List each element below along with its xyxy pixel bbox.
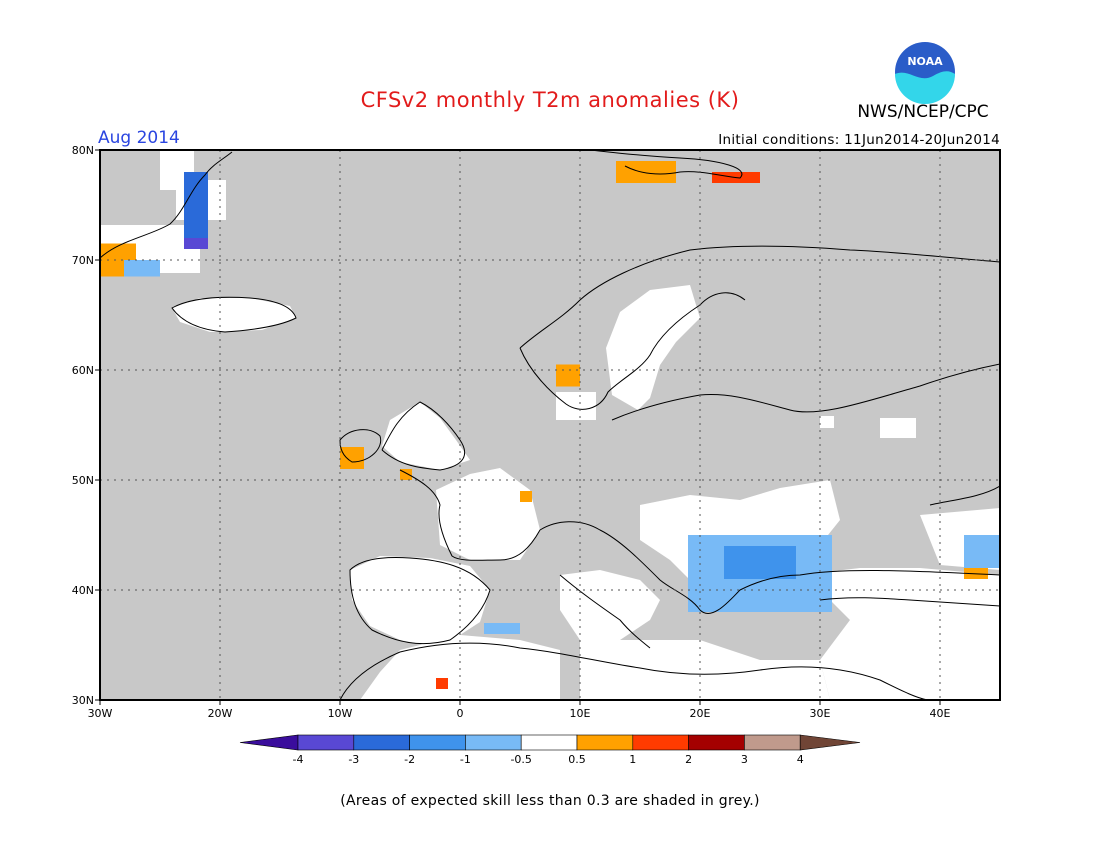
colorbar-tick-label: -0.5 [510, 753, 531, 766]
greenland-coast [100, 151, 233, 259]
anomaly-patch [520, 491, 532, 502]
italy-coast [559, 574, 651, 649]
svalbard-coast [589, 150, 743, 179]
anomaly-patch [184, 172, 208, 238]
colorbar-max-arrow [799, 734, 861, 751]
colorbar-box [465, 734, 522, 751]
colorbar-tick-label: -2 [404, 753, 415, 766]
lat-tick-label: 70N [72, 254, 94, 267]
colorbar-tick-label: 1 [629, 753, 636, 766]
colorbar-tick-label: -4 [293, 753, 304, 766]
scandinavia-north-coast [519, 245, 1000, 349]
caspian-coast [929, 485, 1000, 506]
anomaly-patch [724, 546, 796, 579]
near-zero-patch [880, 418, 916, 438]
ireland-coast [339, 429, 382, 463]
anomaly-patch [184, 238, 208, 249]
anomaly-patch [616, 161, 676, 183]
near-zero-patch [560, 570, 660, 640]
near-zero-patch [820, 416, 834, 428]
baltic-coast [611, 363, 1000, 421]
map-axes: 30W 20W 10W 0 10E 20E 30E 40E 30N 40N 50N 60N 70N 80N [72, 144, 951, 720]
near-zero-patch [556, 392, 596, 420]
anomaly-patch [964, 535, 1000, 568]
near-zero-patch [580, 640, 830, 700]
noaa-logo-text: NOAA [907, 55, 943, 68]
anomaly-patch [124, 260, 160, 277]
near-zero-patch [382, 402, 470, 470]
europe-south-coast [399, 469, 1000, 614]
colorbar-tick-label: 3 [741, 753, 748, 766]
lon-tick-label: 20E [690, 707, 711, 720]
colorbar-tick-label: 4 [797, 753, 804, 766]
colorbar-box [688, 734, 745, 751]
anomaly-patch [436, 678, 448, 689]
lat-tick-label: 60N [72, 364, 94, 377]
anomaly-patch [556, 364, 580, 387]
colorbar-tick-label: 2 [685, 753, 692, 766]
near-zero-patch [606, 285, 700, 410]
colorbar-box [744, 734, 801, 751]
colorbar-box [297, 734, 355, 751]
coastlines [100, 150, 1000, 700]
valid-month: Aug 2014 [98, 128, 180, 148]
graticule [100, 150, 1000, 700]
initial-conditions: Initial conditions: 11Jun2014-20Jun2014 [718, 132, 1000, 148]
colorbar-box [632, 734, 689, 751]
colorbar-box [520, 734, 578, 751]
africa-coast [339, 642, 931, 700]
anomaly-patch [400, 469, 412, 480]
lon-tick-label: 0 [457, 707, 464, 720]
near-zero-patch [360, 635, 560, 700]
lon-tick-label: 10E [570, 707, 591, 720]
lon-tick-label: 40E [930, 707, 951, 720]
near-zero-patch [800, 568, 1000, 700]
noaa-logo: NOAA [895, 42, 955, 104]
lat-tick-label: 40N [72, 584, 94, 597]
map-title: CFSv2 monthly T2m anomalies (K) [360, 88, 740, 112]
lat-tick-label: 80N [72, 144, 94, 157]
anomaly-patch [340, 447, 364, 469]
near-zero-patch [172, 298, 296, 332]
colorbar-tick-label: -3 [348, 753, 359, 766]
lon-tick-label: 30W [88, 707, 113, 720]
colorbar-box [576, 734, 634, 751]
lat-tick-label: 50N [72, 474, 94, 487]
scandinavia-coast [519, 292, 746, 410]
colorbar-box [353, 734, 410, 751]
colorbar-tick-label: 0.5 [568, 753, 586, 766]
lon-tick-label: 10W [328, 707, 353, 720]
colorbar: -4 -3 -2 -1 -0.5 0.5 1 2 3 4 [239, 734, 861, 766]
skill-note: (Areas of expected skill less than 0.3 a… [340, 793, 760, 809]
near-zero-patch [350, 556, 490, 648]
britain-coast [381, 401, 465, 471]
agency-label: NWS/NCEP/CPC [857, 102, 989, 122]
iberia-coast [349, 557, 491, 645]
lat-tick-label: 30N [72, 694, 94, 707]
turkey-coast [819, 597, 1000, 607]
lon-tick-label: 20W [208, 707, 233, 720]
colorbar-box [409, 734, 466, 751]
map-frame [99, 149, 1001, 701]
colorbar-min-arrow [239, 734, 299, 751]
noaa-logo-wave [895, 71, 955, 104]
colorbar-tick-label: -1 [460, 753, 471, 766]
anomaly-patch [484, 623, 520, 634]
lon-tick-label: 30E [810, 707, 831, 720]
near-zero-patch [436, 468, 540, 560]
